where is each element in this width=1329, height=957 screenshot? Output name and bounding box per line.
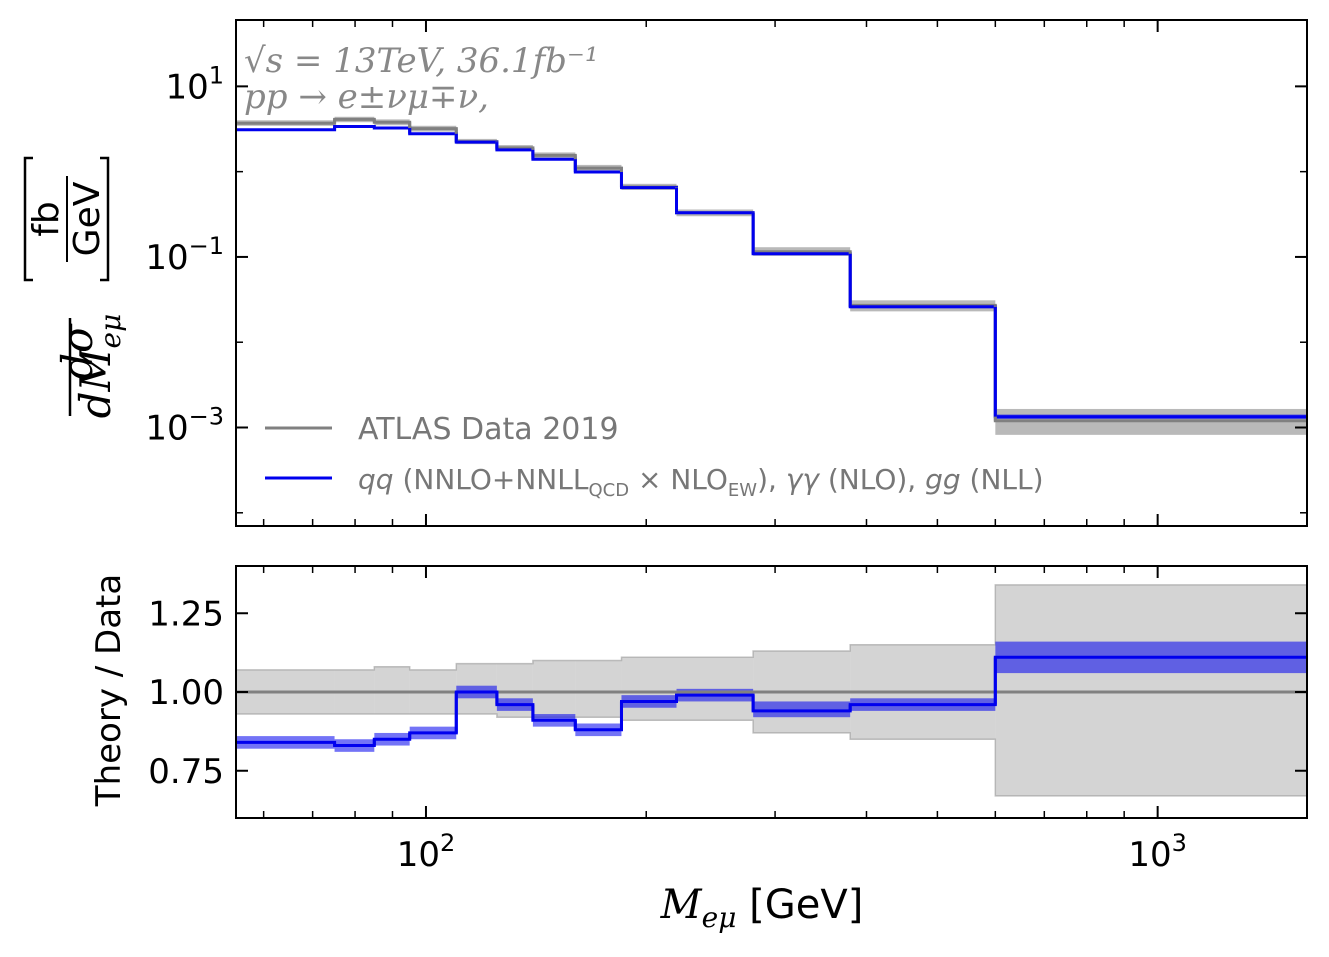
annotation-line2: pp → e±νμ∓ν, [244,77,489,117]
legend-gamma: γγ [786,463,821,496]
xtick-label: 103 [1128,829,1187,875]
legend-ew: EW [728,480,757,501]
main-frame [235,19,1308,527]
main-lines [236,117,1307,423]
legend-data-label: ATLAS Data 2019 [358,412,619,447]
xlabel-M: M [660,882,703,928]
legend-theory-label: qq (NNLO+NNLLQCD × NLOEW), γγ (NLO), gg … [358,463,1044,501]
main-bands [236,116,1307,435]
ylabel-unit-den: GeV [67,181,108,256]
ratio-ytick-label: 1.00 [148,673,224,713]
ratio-y-axis-label: Theory / Data [89,574,129,807]
theory-series-line [236,125,1307,419]
ratio-theory-line [236,655,1307,747]
ratio-ticks: 0.75 1.00 1.25 102 103 [148,566,1307,875]
ratio-bands [236,584,1307,797]
ylabel-numerator: dσ [53,323,102,380]
legend-gg: gg [925,463,961,496]
annotation-line1: √s = 13TeV, 36.1fb⁻¹ [244,41,599,81]
legend: ATLAS Data 2019 qq (NNLO+NNLLQCD × NLOEW… [265,412,1044,501]
main-panel: 101 10−1 10−3 √s = 13TeV, 36.1fb⁻¹ pp → e±… [23,19,1308,527]
ratio-data-uncertainty-band [374,666,410,715]
ratio-data-uncertainty-band [995,584,1307,796]
ratio-data-uncertainty-band [575,660,622,718]
main-ticks: 101 10−1 10−3 [145,20,1307,526]
ratio-ytick-label: 0.75 [148,752,224,792]
main-y-axis-label: dσ dMeμ fb GeV [23,156,127,419]
ylabel-unit-num: fb [26,201,67,237]
ratio-panel: 0.75 1.00 1.25 102 103 Theory / Data Meμ [Ge… [89,565,1308,934]
xlabel-unit: [GeV] [736,882,863,928]
legend-qq: qq [358,463,394,496]
x-axis-label: Meμ [GeV] [660,882,864,934]
xtick-label: 102 [397,829,456,875]
ratio-lines [236,655,1307,747]
legend-p4: (NLL) [961,463,1044,496]
legend-p3: (NLO), [819,463,925,496]
legend-p1: (NNLO+NNLL [394,463,589,496]
ratio-ytick-label: 1.25 [148,594,224,634]
legend-times: × NLO [629,463,728,496]
main-ytick-label: 10−1 [145,232,224,278]
ratio-frame [235,565,1308,819]
ylabel-brackets [23,156,110,282]
data-series-line [236,117,1307,423]
ratio-theory-band [753,701,851,718]
ratio-data-uncertainty-band [532,660,576,718]
ratio-data-band-upper-edge [236,584,1307,671]
ratio-data-uncertainty-band [621,657,677,721]
ylabel-denominator: dMeμ [71,314,127,419]
ylabel-sub: eμ [94,314,127,349]
xlabel-sub: eμ [702,901,737,934]
legend-qcd: QCD [588,480,629,501]
main-ytick-label: 10−3 [145,403,224,449]
main-ytick-label: 101 [165,61,224,107]
legend-p2: ), [757,463,786,496]
ylabel-dM: dM [71,347,120,418]
